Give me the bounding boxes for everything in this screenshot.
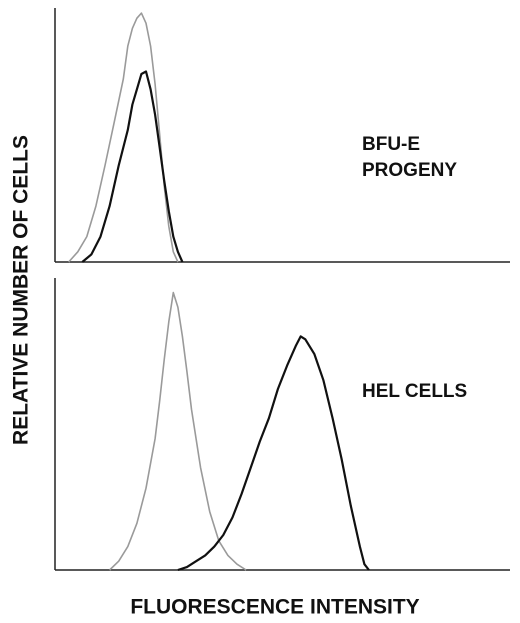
histogram-curve <box>177 335 370 572</box>
panel-label: HEL CELLS <box>362 381 467 402</box>
histogram-curve <box>68 12 179 263</box>
panel-label: BFU-E <box>362 134 420 155</box>
x-axis-label: FLUORESCENCE INTENSITY <box>130 596 419 619</box>
histogram-curve <box>81 70 184 263</box>
histogram-curve <box>109 291 247 571</box>
y-axis-label: RELATIVE NUMBER OF CELLS <box>10 135 33 445</box>
panel-label: PROGENY <box>362 160 457 181</box>
